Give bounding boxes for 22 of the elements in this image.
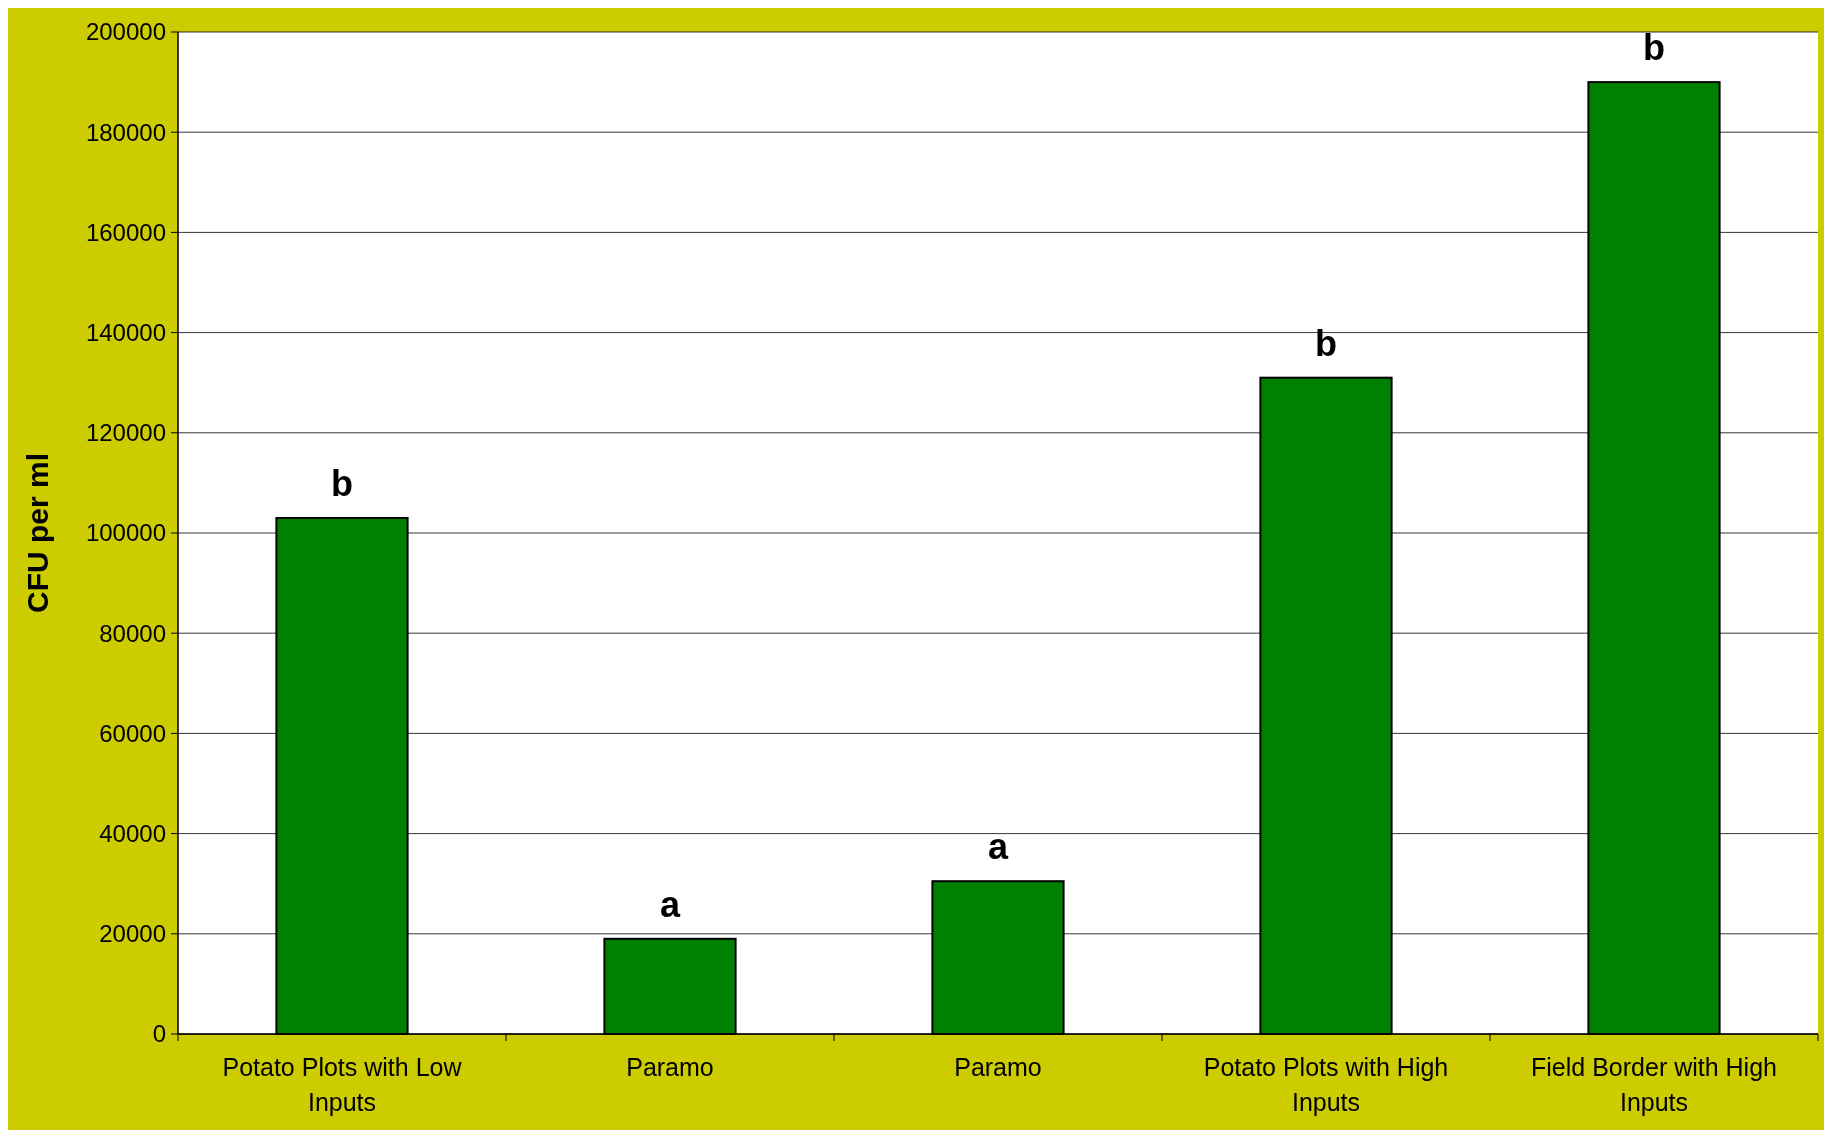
data-label: a [659,883,681,925]
y-tick-label: 180000 [85,118,166,146]
y-tick-label: 80000 [99,619,166,647]
data-label: b [1643,27,1665,69]
y-tick-label: 160000 [85,218,166,246]
y-tick-label: 20000 [99,920,166,948]
x-tick-label: Paramo [954,1053,1042,1081]
data-label: b [1315,322,1337,364]
y-tick-label: 60000 [99,719,166,747]
y-axis-title: CFU per ml [21,452,54,614]
data-label: a [987,826,1009,868]
y-tick-label: 40000 [99,820,166,847]
x-tick-label: Potato Plots with Low Inputs [222,1053,463,1116]
x-tick-label: Potato Plots with High Inputs [1203,1053,1449,1116]
y-tick-label: 140000 [85,319,166,346]
x-tick-label: Field Border with High Inputs [1531,1053,1777,1116]
y-tick-label: 200000 [85,18,166,46]
x-tick-label: Paramo [626,1053,714,1081]
y-tick-label: 120000 [85,419,166,447]
y-tick-label: 100000 [85,519,166,547]
y-tick-label: 0 [152,1020,166,1048]
data-label: b [331,462,353,504]
